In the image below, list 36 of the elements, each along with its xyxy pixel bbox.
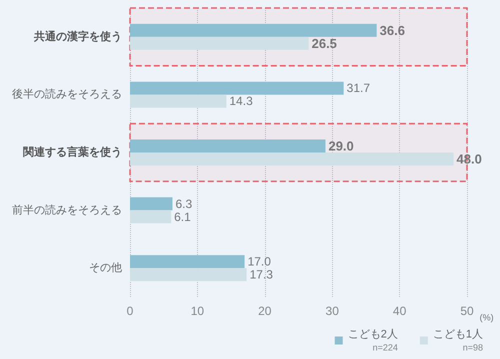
bar [130,268,247,282]
data-label: 17.0 [248,254,272,269]
data-label: 31.7 [346,81,370,96]
data-label: 36.6 [380,22,405,38]
data-label: 48.0 [456,152,482,166]
x-tick-label: 20 [258,304,272,318]
bar [130,36,309,50]
bar [130,94,226,108]
data-label: 17.3 [250,268,274,282]
data-label: 6.1 [174,210,192,224]
data-label: 6.3 [175,196,192,211]
x-tick-label: 50 [460,304,474,318]
bar [130,82,344,95]
x-tick-label: 0 [126,304,134,318]
bar [130,255,245,268]
bar [130,210,172,224]
x-tick-label: 40 [392,304,407,318]
text: n=224 [372,342,398,352]
x-axis-title: (%) [480,312,494,322]
legend-label: こども1人 [432,328,484,340]
y-tick-label: 共通の漢字を使う [33,30,122,43]
y-tick-label: 前半の読みをそろえる [12,203,122,216]
x-tick-label: 30 [326,304,340,318]
bar [130,140,326,152]
bar [130,197,172,210]
data-label: 14.3 [229,94,254,108]
text: n=98 [462,342,483,352]
y-tick-label: その他 [89,262,122,274]
legend-label: こども2人 [348,328,398,340]
data-label: 29.0 [328,138,354,154]
y-tick-label: 後半の読みをそろえる [12,88,122,101]
bar [130,152,454,166]
bar [130,24,377,37]
x-tick-label: 10 [190,304,204,318]
data-label: 26.5 [312,36,337,51]
y-tick-label: 関連する言葉を使う [23,146,122,158]
